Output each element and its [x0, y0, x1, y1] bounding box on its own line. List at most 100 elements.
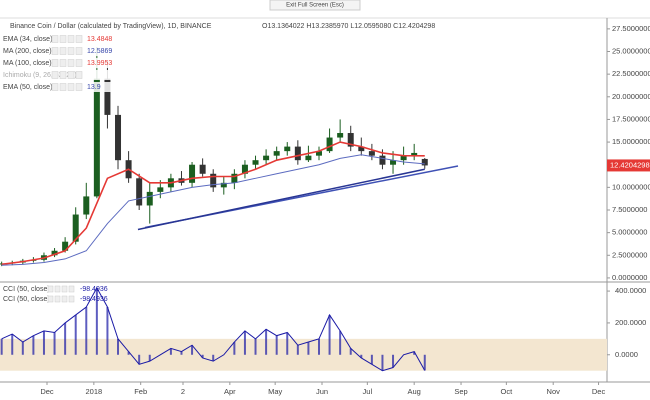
legend-icon	[67, 59, 75, 67]
cci-legend-name: CCI (50, close)	[3, 286, 50, 293]
last-price-box	[607, 159, 650, 172]
x-tick-label: Apr	[224, 387, 236, 396]
legend-value: 13.9953	[87, 60, 112, 67]
legend-icon	[59, 71, 67, 79]
candle-body	[231, 173, 238, 183]
y-tick-label: 5.0000000	[612, 228, 647, 237]
legend-value: 13.9	[87, 84, 101, 91]
exit-button-label[interactable]: Exit Full Screen (Esc)	[286, 3, 344, 9]
candle-body	[411, 152, 418, 156]
legend-name: MA (100, close)	[3, 60, 52, 67]
candle-body	[315, 151, 322, 156]
legend-icon	[59, 59, 67, 67]
legend-icon	[67, 83, 75, 91]
legend-icon	[47, 285, 54, 293]
candle-body	[421, 158, 428, 166]
candle-body	[115, 114, 122, 161]
x-tick-label: 2	[181, 387, 185, 396]
title: Binance Coin / Dollar (calculated by Tra…	[10, 23, 212, 30]
legend-icon	[68, 285, 75, 293]
candle-body	[263, 155, 270, 161]
legend-icon	[51, 47, 59, 55]
cci-legend-value: -98.4936	[80, 296, 108, 303]
x-tick-label: Dec	[40, 387, 54, 396]
candle-body	[146, 191, 153, 206]
candle-body	[104, 78, 111, 115]
cci-tick-label: 200.0000	[615, 318, 646, 327]
moving-average	[1, 154, 425, 266]
y-tick-label: 27.5000000	[612, 24, 650, 33]
candle-body	[400, 155, 407, 161]
candle-body	[189, 164, 196, 183]
legend-name: Ichimoku (9, 26, 52, 26)	[3, 72, 77, 79]
y-tick-label: 20.0000000	[612, 92, 650, 101]
cci-tick-label: 400.0000	[615, 286, 646, 295]
x-tick-label: Nov	[547, 387, 561, 396]
candle-body	[83, 196, 90, 215]
legend-name: EMA (34, close)	[3, 36, 52, 43]
candle-body	[220, 182, 227, 188]
legend-icon	[75, 71, 83, 79]
legend-icon	[61, 295, 68, 303]
legend-icon	[59, 35, 67, 43]
y-tick-label: 2.5000000	[612, 250, 647, 259]
legend-icon	[51, 35, 59, 43]
candle-body	[199, 164, 206, 174]
y-tick-label: 25.0000000	[612, 46, 650, 55]
legend-icon	[51, 59, 59, 67]
x-tick-label: Aug	[408, 387, 421, 396]
moving-average	[1, 141, 425, 266]
legend-icon	[75, 59, 83, 67]
exit-button[interactable]	[269, 0, 361, 11]
ohlc: O13.1364022 H13.2385970 L12.0595080 C12.…	[262, 23, 435, 30]
x-tick-label: Dec	[592, 387, 606, 396]
candle-body	[358, 146, 365, 152]
legend-icon	[68, 295, 75, 303]
candle-body	[337, 133, 344, 138]
legend-icon	[47, 295, 54, 303]
legend-icon	[51, 83, 59, 91]
candle-body	[294, 146, 301, 161]
candle-body	[210, 173, 217, 188]
legend-icon	[67, 47, 75, 55]
candle-body	[62, 241, 69, 251]
legend-icon	[75, 35, 83, 43]
legend-name: MA (200, close)	[3, 48, 52, 55]
candle-body	[252, 160, 259, 165]
candle-body	[368, 151, 375, 156]
candle-body	[347, 133, 354, 147]
legend-icon	[54, 295, 61, 303]
cci-line	[1, 286, 426, 372]
y-tick-label: 15.0000000	[612, 137, 650, 146]
x-tick-label: Feb	[134, 387, 147, 396]
y-tick-label: 0.0000000	[612, 273, 647, 282]
legend-icon	[61, 285, 68, 293]
cci-legend-value: -98.4936	[80, 286, 108, 293]
candle-body	[136, 178, 143, 206]
cci-tick-label: 0.0000	[615, 350, 638, 359]
last-price-label: 12.4204298	[610, 160, 650, 169]
legend-icon	[75, 47, 83, 55]
candle-body	[379, 155, 386, 165]
x-tick-label: 2018	[85, 387, 102, 396]
x-tick-label: Sep	[454, 387, 467, 396]
candle-body	[305, 155, 312, 161]
cci-legend-name: CCI (50, close)	[3, 296, 50, 303]
candle-body	[273, 151, 280, 156]
y-tick-label: 10.0000000	[612, 182, 650, 191]
y-tick-label: 7.5000000	[612, 205, 647, 214]
candle-body	[51, 250, 58, 256]
legend-icon	[75, 83, 83, 91]
legend-name: EMA (50, close)	[3, 84, 52, 91]
x-tick-label: May	[268, 387, 282, 396]
candle-body	[241, 164, 248, 174]
trendline	[137, 168, 425, 231]
legend-icon	[59, 47, 67, 55]
candle-body	[284, 146, 291, 152]
candle-body	[157, 187, 164, 192]
candle-body	[390, 160, 397, 165]
cci-band	[0, 338, 607, 371]
legend-value: 13.4848	[87, 36, 112, 43]
legend-icon	[67, 35, 75, 43]
